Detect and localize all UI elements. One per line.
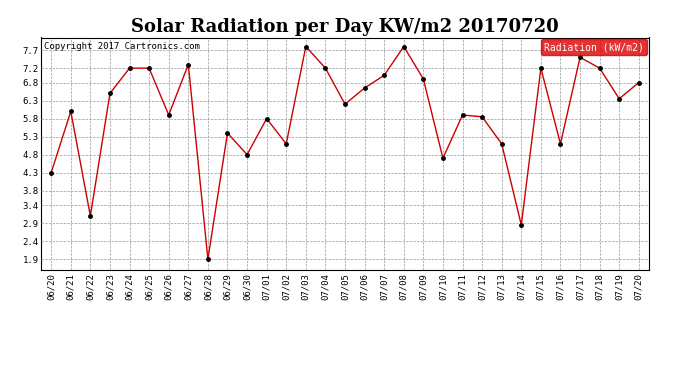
Text: Copyright 2017 Cartronics.com: Copyright 2017 Cartronics.com: [44, 42, 200, 51]
Legend: Radiation (kW/m2): Radiation (kW/m2): [541, 39, 647, 55]
Title: Solar Radiation per Day KW/m2 20170720: Solar Radiation per Day KW/m2 20170720: [131, 18, 559, 36]
